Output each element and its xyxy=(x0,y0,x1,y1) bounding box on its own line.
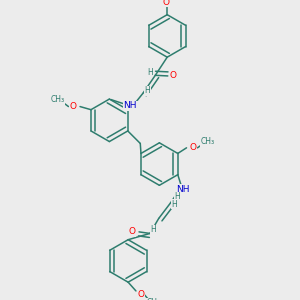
Text: CH₃: CH₃ xyxy=(201,137,215,146)
Text: O: O xyxy=(69,102,76,111)
Text: O: O xyxy=(190,143,197,152)
Text: O: O xyxy=(170,71,177,80)
Text: O: O xyxy=(163,0,170,7)
Text: CH₃: CH₃ xyxy=(50,95,64,104)
Text: H: H xyxy=(150,225,156,234)
Text: CH₃: CH₃ xyxy=(147,298,161,300)
Text: H: H xyxy=(145,86,150,95)
Text: O: O xyxy=(128,227,135,236)
Text: H: H xyxy=(147,68,153,77)
Text: H: H xyxy=(174,192,180,201)
Text: NH: NH xyxy=(176,184,190,194)
Text: NH: NH xyxy=(124,101,137,110)
Text: O: O xyxy=(137,290,144,299)
Text: H: H xyxy=(172,200,177,208)
